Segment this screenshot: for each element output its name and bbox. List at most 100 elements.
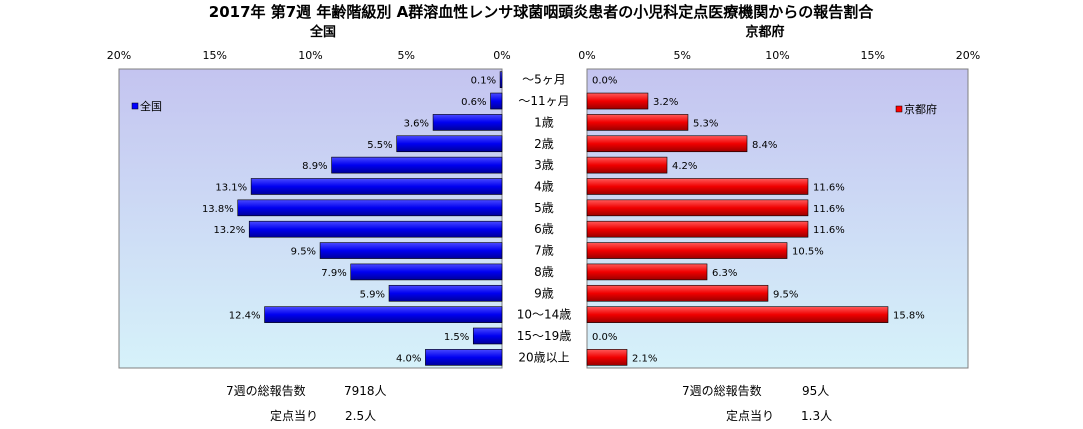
zenkoku-total-label: 7週の総報告数 <box>226 383 306 398</box>
left-plot-area <box>118 68 503 369</box>
left-tick-label: 20% <box>107 49 131 62</box>
zenkoku-data-label: 8.9% <box>302 161 327 172</box>
right-axis-ticks: 0% 5% 10% 15% 20% <box>578 49 980 62</box>
zenkoku-bar <box>331 156 503 174</box>
category-label: ～11ヶ月 <box>518 94 569 108</box>
zenkoku-bar <box>350 263 503 281</box>
left-tick-label: 5% <box>398 49 415 62</box>
category-label: 3歳 <box>534 158 554 172</box>
zenkoku-data-label: 1.5% <box>444 332 469 343</box>
chart-title: 2017年 第7週 年齢階級別 A群溶血性レンサ球菌咽頭炎患者の小児科定点医療機… <box>209 3 874 21</box>
kyoto-bar <box>586 156 668 174</box>
legend-zenkoku: 全国 <box>131 99 162 113</box>
kyoto-data-label: 8.4% <box>752 140 777 151</box>
zenkoku-per-value: 2.5人 <box>345 409 376 423</box>
zenkoku-data-label: 5.9% <box>360 289 385 300</box>
kyoto-bar <box>586 263 708 281</box>
zenkoku-bars: 0.1% 0.6% 3.6% 5.5% 8.9% 13.1% 13.8% 13.2% 9.5% 7… <box>202 71 503 366</box>
kyoto-bar <box>586 349 628 366</box>
kyoto-total-label: 7週の総報告数 <box>682 383 762 398</box>
kyoto-bar <box>586 242 788 259</box>
zenkoku-bar <box>264 306 503 323</box>
zenkoku-bar <box>425 349 503 366</box>
zenkoku-data-label: 7.9% <box>321 268 346 279</box>
zenkoku-bar <box>396 135 503 153</box>
zenkoku-data-label: 13.8% <box>202 204 234 215</box>
kyoto-per-value: 1.3人 <box>801 409 832 423</box>
legend-kyoto-swatch <box>895 105 903 113</box>
kyoto-data-label: 11.6% <box>813 182 845 193</box>
category-label: 5歳 <box>534 201 554 215</box>
zenkoku-data-label: 13.2% <box>213 225 245 236</box>
right-tick-label: 5% <box>674 49 691 62</box>
kyoto-data-label: 15.8% <box>893 311 925 322</box>
left-tick-label: 0% <box>493 49 510 62</box>
category-label: 6歳 <box>534 222 554 236</box>
left-panel-title: 全国 <box>309 24 336 40</box>
kyoto-bar <box>586 114 689 131</box>
zenkoku-bar <box>499 71 503 88</box>
zenkoku-data-label: 3.6% <box>404 118 429 129</box>
kyoto-bar <box>586 135 748 153</box>
kyoto-data-label: 0.0% <box>592 76 617 87</box>
zenkoku-bar <box>432 114 503 131</box>
category-label: 9歳 <box>534 286 554 300</box>
kyoto-bar <box>586 178 809 195</box>
legend-zenkoku-label: 全国 <box>140 99 162 113</box>
kyoto-bar <box>586 306 889 323</box>
zenkoku-data-label: 5.5% <box>367 140 392 151</box>
category-label: ～5ヶ月 <box>522 73 566 87</box>
category-label: 20歳以上 <box>518 350 569 364</box>
kyoto-data-label: 11.6% <box>813 204 845 215</box>
kyoto-bar <box>586 199 809 217</box>
legend-kyoto-label: 京都府 <box>904 102 937 116</box>
category-labels: ～5ヶ月 ～11ヶ月 1歳 2歳 3歳 4歳 5歳 6歳 7歳 8歳 9歳 10～14歳 15～19歳 2… <box>517 73 572 365</box>
kyoto-bar <box>586 92 649 110</box>
category-label: 7歳 <box>534 244 554 258</box>
zenkoku-bar <box>250 178 503 195</box>
zenkoku-data-label: 9.5% <box>291 247 316 258</box>
zenkoku-bar <box>388 284 503 302</box>
zenkoku-bar <box>237 199 503 217</box>
zenkoku-data-label: 13.1% <box>215 182 247 193</box>
zenkoku-bar <box>472 327 503 345</box>
legend-kyoto: 京都府 <box>895 102 937 116</box>
kyoto-per-label: 定点当り <box>726 408 774 423</box>
zenkoku-bar <box>248 220 503 238</box>
right-tick-label: 10% <box>765 49 789 62</box>
right-tick-label: 0% <box>578 49 595 62</box>
category-label: 15～19歳 <box>517 329 572 343</box>
kyoto-total-value: 95人 <box>802 384 829 398</box>
category-label: 1歳 <box>534 115 554 129</box>
zenkoku-data-label: 0.1% <box>471 76 496 87</box>
left-tick-label: 10% <box>298 49 322 62</box>
kyoto-data-label: 3.2% <box>653 97 678 108</box>
kyoto-data-label: 0.0% <box>592 332 617 343</box>
kyoto-bar <box>586 220 809 238</box>
kyoto-bars: 0.0% 3.2% 5.3% 8.4% 4.2% 11.6% 11.6% 11.6% 10.5%… <box>586 76 925 366</box>
kyoto-data-label: 5.3% <box>693 118 718 129</box>
zenkoku-bar <box>490 92 503 110</box>
kyoto-data-label: 4.2% <box>672 161 697 172</box>
zenkoku-total-value: 7918人 <box>344 384 387 398</box>
right-tick-label: 15% <box>861 49 885 62</box>
zenkoku-data-label: 0.6% <box>461 97 486 108</box>
category-label: 10～14歳 <box>517 308 572 322</box>
category-label: 8歳 <box>534 265 554 279</box>
kyoto-data-label: 2.1% <box>632 353 657 364</box>
zenkoku-bar <box>319 242 503 259</box>
category-label: 2歳 <box>534 137 554 151</box>
kyoto-data-label: 6.3% <box>712 268 737 279</box>
right-tick-label: 20% <box>956 49 980 62</box>
kyoto-data-label: 11.6% <box>813 225 845 236</box>
left-tick-label: 15% <box>203 49 227 62</box>
legend-zenkoku-swatch <box>131 102 139 110</box>
kyoto-bar <box>586 284 769 302</box>
zenkoku-per-label: 定点当り <box>270 408 318 423</box>
category-label: 4歳 <box>534 179 554 193</box>
right-panel-title: 京都府 <box>745 24 784 40</box>
zenkoku-data-label: 4.0% <box>396 353 421 364</box>
kyoto-data-label: 10.5% <box>792 247 824 258</box>
zenkoku-data-label: 12.4% <box>229 311 261 322</box>
